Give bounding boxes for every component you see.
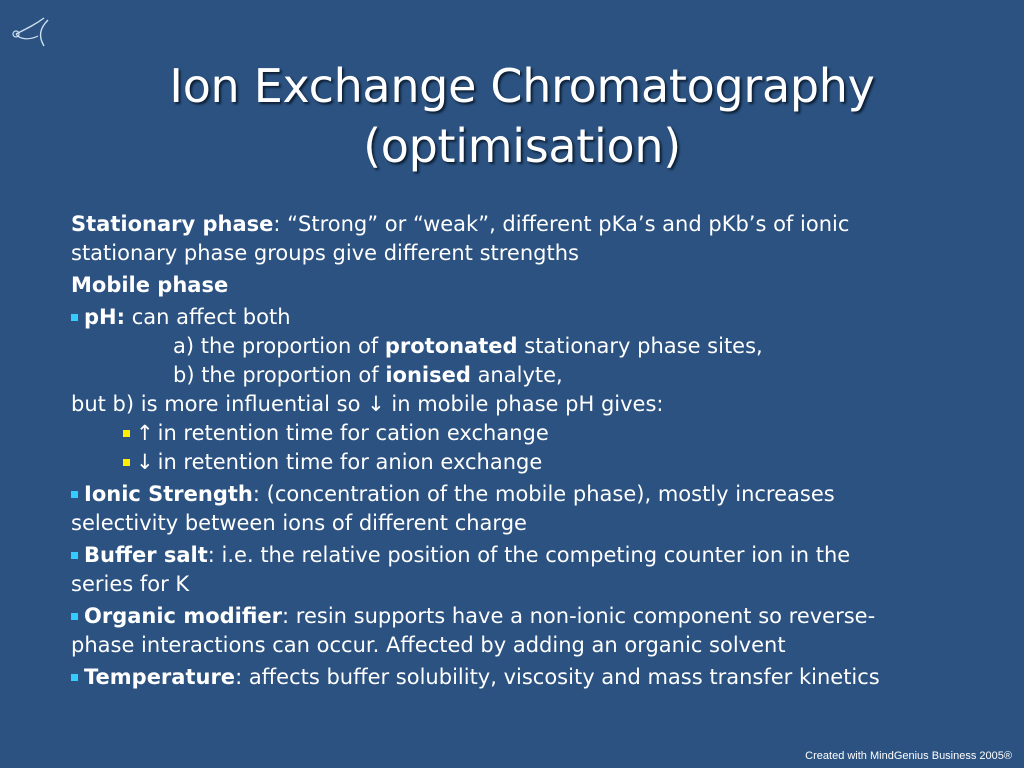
- stationary-phase-text-1: : “Strong” or “weak”, different pKa’s an…: [273, 212, 850, 236]
- bullet-icon: [71, 674, 78, 681]
- down-arrow-icon: ↓: [367, 392, 385, 416]
- slide-title-line1: Ion Exchange Chromatography: [169, 59, 875, 113]
- up-arrow-icon: ↑: [136, 421, 154, 445]
- bullet-icon: [71, 491, 78, 498]
- ph-sub-b: b) the proportion of ionised analyte,: [173, 363, 563, 387]
- ph-label: pH:: [84, 305, 126, 329]
- slide-title-line2: (optimisation): [363, 119, 681, 173]
- ionic-strength-item: Ionic Strength: (concentration of the mo…: [71, 480, 971, 538]
- buffer-salt-text-2: series for K: [71, 572, 190, 596]
- sub-bullet-cation: ↑ in retention time for cation exchange: [71, 419, 971, 448]
- bullet-icon: [123, 459, 130, 466]
- stationary-phase-text-2: stationary phase groups give different s…: [71, 241, 579, 265]
- temperature-item: Temperature: affects buffer solubility, …: [71, 663, 971, 692]
- buffer-salt-item: Buffer salt: i.e. the relative position …: [71, 541, 971, 599]
- organic-modifier-label: Organic modifier: [84, 604, 283, 628]
- mobile-phase-heading: Mobile phase: [71, 273, 229, 297]
- ph-item: pH: can affect both a) the proportion of…: [71, 303, 971, 477]
- organic-modifier-text-2: phase interactions can occur. Affected b…: [71, 633, 786, 657]
- down-arrow-icon: ↓: [136, 450, 154, 474]
- ionic-strength-label: Ionic Strength: [84, 482, 253, 506]
- ph-text: can affect both: [125, 305, 291, 329]
- sub-bullet-anion: ↓ in retention time for anion exchange: [71, 448, 971, 477]
- organic-modifier-item: Organic modifier: resin supports have a …: [71, 602, 971, 660]
- stationary-phase-label: Stationary phase: [71, 212, 274, 236]
- ph-sub-a: a) the proportion of protonated stationa…: [173, 334, 763, 358]
- bullet-icon: [71, 552, 78, 559]
- bullet-icon: [71, 613, 78, 620]
- influential-line: but b) is more influential so ↓ in mobil…: [71, 392, 664, 416]
- ionic-strength-text-2: selectivity between ions of different ch…: [71, 511, 527, 535]
- footer-credit: Created with MindGenius Business 2005®: [805, 750, 1012, 762]
- slide-title: Ion Exchange Chromatography (optimisatio…: [0, 56, 1024, 176]
- mindgenius-logo-icon: [12, 17, 49, 47]
- temperature-label: Temperature: [84, 665, 236, 689]
- bullet-icon: [71, 314, 78, 321]
- bullet-icon: [123, 430, 130, 437]
- slide-body: Stationary phase: “Strong” or “weak”, di…: [71, 210, 971, 692]
- stationary-phase-paragraph: Stationary phase: “Strong” or “weak”, di…: [71, 210, 971, 268]
- buffer-salt-label: Buffer salt: [84, 543, 208, 567]
